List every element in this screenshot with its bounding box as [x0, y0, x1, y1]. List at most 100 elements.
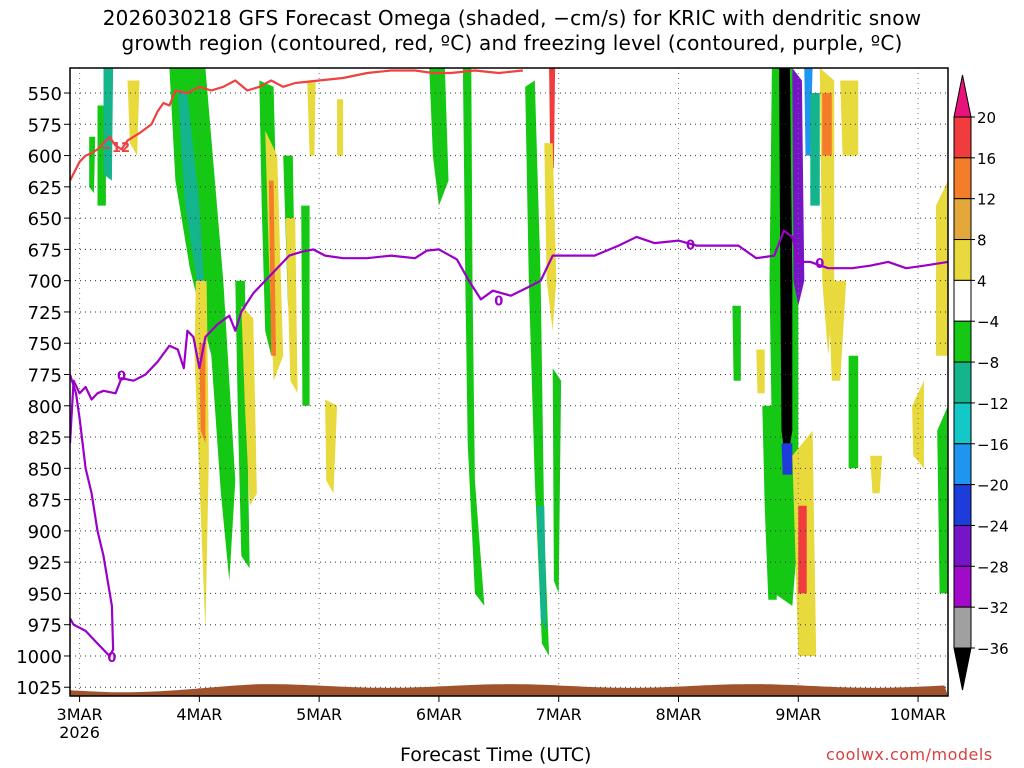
contour-label-dendritic: −12	[101, 141, 130, 156]
colorbar-swatch	[953, 116, 972, 159]
omega-region	[194, 280, 209, 631]
omega-region	[937, 405, 948, 594]
y-tick-label: 875	[28, 491, 62, 512]
contour-label-freezing: 0	[107, 651, 116, 666]
omega-region	[552, 368, 562, 594]
x-tick-label: 3MAR	[57, 705, 103, 724]
omega-region	[307, 80, 316, 156]
colorbar-label: 16	[977, 150, 996, 168]
x-axis-title: Forecast Time (UTC)	[400, 744, 592, 766]
freezing-level-contour-line	[70, 229, 948, 444]
omega-region	[301, 205, 310, 406]
omega-region	[848, 355, 859, 469]
omega-region	[103, 68, 114, 181]
omega-region	[756, 349, 765, 394]
colorbar-swatch	[953, 402, 972, 445]
colorbar-swatch	[953, 606, 972, 649]
colorbar-label: 4	[977, 272, 987, 290]
colorbar-swatch	[953, 239, 972, 281]
omega-region	[235, 280, 250, 569]
contour-label-freezing: 0	[686, 238, 695, 253]
colorbar-label: −28	[977, 558, 1009, 576]
omega-region	[840, 80, 859, 156]
omega-region	[177, 93, 206, 306]
omega-region	[779, 68, 793, 469]
omega-region	[936, 180, 948, 356]
colorbar-label: −20	[977, 477, 1009, 495]
colorbar-label: 12	[977, 191, 996, 209]
omega-region	[870, 455, 883, 494]
colorbar-swatch	[953, 157, 972, 200]
omega-region	[337, 99, 344, 156]
contour-label-freezing: 0	[815, 257, 824, 272]
x-tick-label: 7MAR	[536, 705, 582, 724]
x-tick-label: 6MAR	[416, 705, 462, 724]
x-year-label: 2026	[59, 723, 100, 742]
plot-area: −12 0 0 0 0 0	[70, 68, 948, 696]
x-tick-label: 8MAR	[655, 705, 701, 724]
x-tick-label: 5MAR	[296, 705, 342, 724]
colorbar-label: −36	[977, 640, 1009, 658]
y-tick-label: 650	[28, 209, 62, 230]
credit-link[interactable]: coolwx.com/models	[826, 745, 993, 764]
omega-region	[325, 399, 338, 494]
y-tick-label: 700	[28, 272, 62, 293]
omega-region	[268, 180, 276, 356]
colorbar-swatch	[953, 565, 972, 608]
y-tick-label: 825	[28, 428, 62, 449]
x-tick-label: 9MAR	[775, 705, 821, 724]
x-tick-label: 10MAR	[890, 705, 946, 724]
y-tick-label: 900	[28, 522, 62, 543]
freezing-level-contour-line-lower	[70, 374, 115, 658]
colorbar-swatch	[953, 320, 972, 363]
y-tick-label: 725	[28, 303, 62, 324]
colorbar-label: −12	[977, 395, 1009, 413]
omega-region	[285, 218, 298, 394]
x-tick-label: 4MAR	[176, 705, 222, 724]
dendritic-contour-line	[70, 69, 523, 182]
y-tick-label: 800	[28, 397, 62, 418]
omega-region	[462, 68, 485, 606]
y-tick-label: 1025	[16, 678, 62, 699]
ground-surface	[70, 684, 948, 696]
y-tick-label: 575	[28, 115, 62, 136]
omega-region	[127, 80, 140, 156]
omega-region	[537, 505, 547, 631]
colorbar-swatch	[953, 279, 972, 322]
omega-region	[544, 143, 557, 331]
omega-region	[241, 305, 257, 506]
colorbar-label: 20	[977, 109, 996, 127]
y-tick-label: 975	[28, 616, 62, 637]
colorbar-swatch	[953, 74, 972, 118]
colorbar-swatch	[953, 484, 972, 526]
y-tick-label: 550	[28, 84, 62, 105]
chart-title-line-1: 2026030218 GFS Forecast Omega (shaded, −…	[102, 6, 922, 30]
omega-region	[912, 380, 924, 469]
chart-title-line-2: growth region (contoured, red, ºC) and f…	[121, 31, 903, 55]
colorbar-label: −24	[977, 517, 1009, 535]
y-tick-label: 925	[28, 553, 62, 574]
omega-region	[781, 443, 793, 475]
omega-region	[89, 136, 96, 194]
contour-label-freezing: 0	[117, 370, 126, 385]
y-tick-label: 1000	[16, 647, 62, 668]
colorbar-swatch	[953, 198, 972, 241]
colorbar-swatch	[953, 443, 972, 486]
y-tick-label: 775	[28, 365, 62, 386]
y-tick-label: 675	[28, 240, 62, 261]
colorbar-label: −32	[977, 599, 1009, 617]
y-tick-label: 600	[28, 147, 62, 168]
omega-region	[822, 93, 832, 156]
y-tick-label: 625	[28, 178, 62, 199]
colorbar-swatch	[953, 647, 972, 691]
colorbar-label: −8	[977, 354, 999, 372]
colorbar-label: 8	[977, 232, 987, 250]
contour-label-freezing: 0	[494, 295, 503, 310]
plot-frame	[69, 67, 949, 697]
y-tick-label: 850	[28, 459, 62, 480]
omega-region	[798, 505, 807, 594]
colorbar-swatch	[953, 361, 972, 404]
colorbar-label: −16	[977, 436, 1009, 454]
omega-region	[429, 68, 449, 206]
